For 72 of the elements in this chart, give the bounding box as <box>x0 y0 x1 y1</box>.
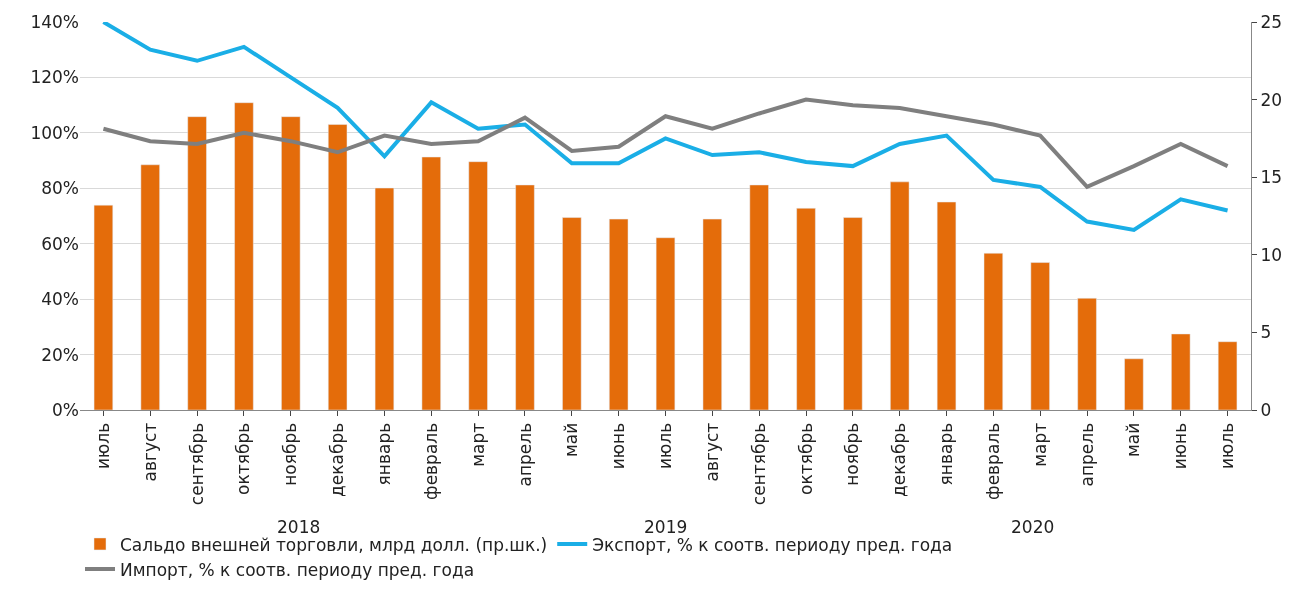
bar <box>515 184 535 410</box>
x-tick-label: сентябрь <box>186 422 207 506</box>
bar <box>1217 341 1238 410</box>
y-tick-label: 80% <box>41 178 79 199</box>
x-tick-label: октябрь <box>795 422 816 495</box>
bar <box>187 116 207 410</box>
text: 2019 <box>644 517 688 537</box>
line-series <box>101 22 1230 232</box>
legend-label: Экспорт, % к соотв. периоду пред. года <box>592 534 953 555</box>
bar <box>1030 262 1050 410</box>
bar <box>374 187 395 410</box>
bar <box>1124 358 1144 410</box>
x-tick-label: апрель <box>1076 422 1097 487</box>
y-tick-label: 60% <box>41 233 79 254</box>
line-series <box>101 97 1230 189</box>
bar <box>702 218 722 410</box>
y2-tick-label: 5 <box>1260 322 1272 343</box>
y2-tick-label: 10 <box>1260 244 1283 265</box>
bar <box>1077 298 1097 410</box>
text: 2018 <box>277 517 321 537</box>
y-tick-label: 40% <box>41 289 79 310</box>
x-tick-label: декабрь <box>327 422 348 497</box>
x-tick-label: май <box>561 422 582 458</box>
x-tick-label: август <box>701 422 722 482</box>
bar <box>562 217 582 410</box>
bar <box>983 253 1003 410</box>
x-tick-label: июль <box>1217 422 1238 470</box>
x-tick-label: январь <box>373 422 394 486</box>
y2-tick-label: 25 <box>1260 11 1283 32</box>
bar <box>1171 333 1191 410</box>
x-tick-label: август <box>139 422 160 482</box>
bar <box>328 124 348 410</box>
x-tick-label: март <box>1029 422 1050 467</box>
x-tick-label: июнь <box>1170 422 1191 470</box>
bar <box>749 184 769 410</box>
x-tick-label: июнь <box>608 422 629 470</box>
x-tick-label: апрель <box>514 422 535 487</box>
x-tick-label: ноябрь <box>842 422 863 486</box>
bar <box>609 218 629 410</box>
x-tick-label: ноябрь <box>280 422 301 486</box>
bar <box>93 204 114 410</box>
x-tick-label: февраль <box>420 422 441 500</box>
x-tick-label: декабрь <box>889 422 910 497</box>
bar <box>796 207 816 410</box>
x-tick-label: март <box>467 422 488 467</box>
x-tick-label: июль <box>655 422 676 470</box>
y-tick-label: 20% <box>41 344 79 365</box>
bar <box>281 116 301 410</box>
legend-label: Импорт, % к соотв. периоду пред. года <box>120 559 475 580</box>
bar <box>468 161 488 410</box>
x-tick-label: июль <box>92 422 113 470</box>
bar <box>140 164 160 410</box>
legend-label: Сальдо внешней торговли, млрд долл. (пр.шк.) <box>120 534 548 555</box>
x-tick-label: май <box>1123 422 1144 458</box>
x-tick-label: январь <box>936 422 957 486</box>
text: 2020 <box>1011 517 1055 537</box>
x-tick-label: октябрь <box>233 422 254 495</box>
y2-tick-label: 15 <box>1260 167 1283 188</box>
y-tick-label: 140% <box>30 11 79 32</box>
bar <box>843 217 863 410</box>
y-tick-label: 120% <box>30 67 79 88</box>
y2-tick-label: 0 <box>1260 399 1272 420</box>
x-tick-label: февраль <box>982 422 1003 500</box>
bar <box>890 181 910 410</box>
y-tick-label: 0% <box>52 399 79 420</box>
y-tick-label: 100% <box>30 122 79 143</box>
x-tick-label: сентябрь <box>748 422 769 506</box>
bar <box>234 102 254 410</box>
bar <box>655 237 676 410</box>
bar <box>421 156 441 410</box>
bar <box>936 201 957 410</box>
y2-tick-label: 20 <box>1260 89 1283 110</box>
